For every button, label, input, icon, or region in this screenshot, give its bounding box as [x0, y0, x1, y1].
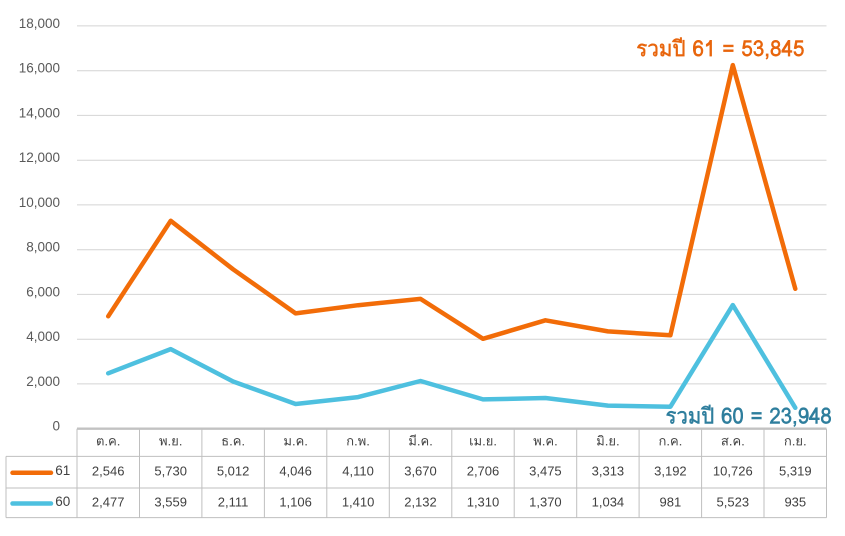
svg-text:3,475: 3,475 [529, 463, 562, 478]
svg-text:14,000: 14,000 [19, 105, 60, 120]
svg-text:1,106: 1,106 [279, 495, 312, 510]
svg-text:5,012: 5,012 [217, 463, 250, 478]
svg-text:3,313: 3,313 [592, 463, 625, 478]
svg-text:18,000: 18,000 [19, 16, 60, 31]
svg-text:1,410: 1,410 [342, 495, 375, 510]
svg-text:4,046: 4,046 [279, 463, 312, 478]
svg-text:16,000: 16,000 [19, 61, 60, 76]
svg-text:1,310: 1,310 [467, 495, 500, 510]
svg-text:2,706: 2,706 [467, 463, 500, 478]
svg-text:5,730: 5,730 [154, 463, 187, 478]
svg-text:935: 935 [784, 495, 806, 510]
svg-text:0: 0 [52, 419, 60, 434]
svg-text:12,000: 12,000 [19, 150, 60, 165]
svg-text:2,477: 2,477 [92, 495, 125, 510]
svg-text:2,132: 2,132 [404, 495, 437, 510]
svg-text:5,319: 5,319 [779, 463, 812, 478]
svg-text:61: 61 [55, 463, 70, 478]
svg-text:3,192: 3,192 [654, 463, 687, 478]
svg-text:1,370: 1,370 [529, 495, 562, 510]
svg-text:6,000: 6,000 [26, 284, 60, 299]
svg-text:5,523: 5,523 [717, 495, 750, 510]
svg-text:3,559: 3,559 [154, 495, 187, 510]
svg-text:10,000: 10,000 [19, 195, 60, 210]
svg-text:2,000: 2,000 [26, 374, 60, 389]
svg-text:8,000: 8,000 [26, 240, 60, 255]
svg-text:2,546: 2,546 [92, 463, 125, 478]
svg-text:4,110: 4,110 [342, 463, 374, 478]
svg-text:1,034: 1,034 [592, 495, 625, 510]
svg-text:3,670: 3,670 [404, 463, 437, 478]
svg-text:60: 60 [55, 494, 70, 509]
svg-text:2,111: 2,111 [218, 495, 249, 510]
svg-text:981: 981 [660, 495, 682, 510]
svg-text:10,726: 10,726 [713, 463, 753, 478]
svg-text:4,000: 4,000 [26, 329, 60, 344]
